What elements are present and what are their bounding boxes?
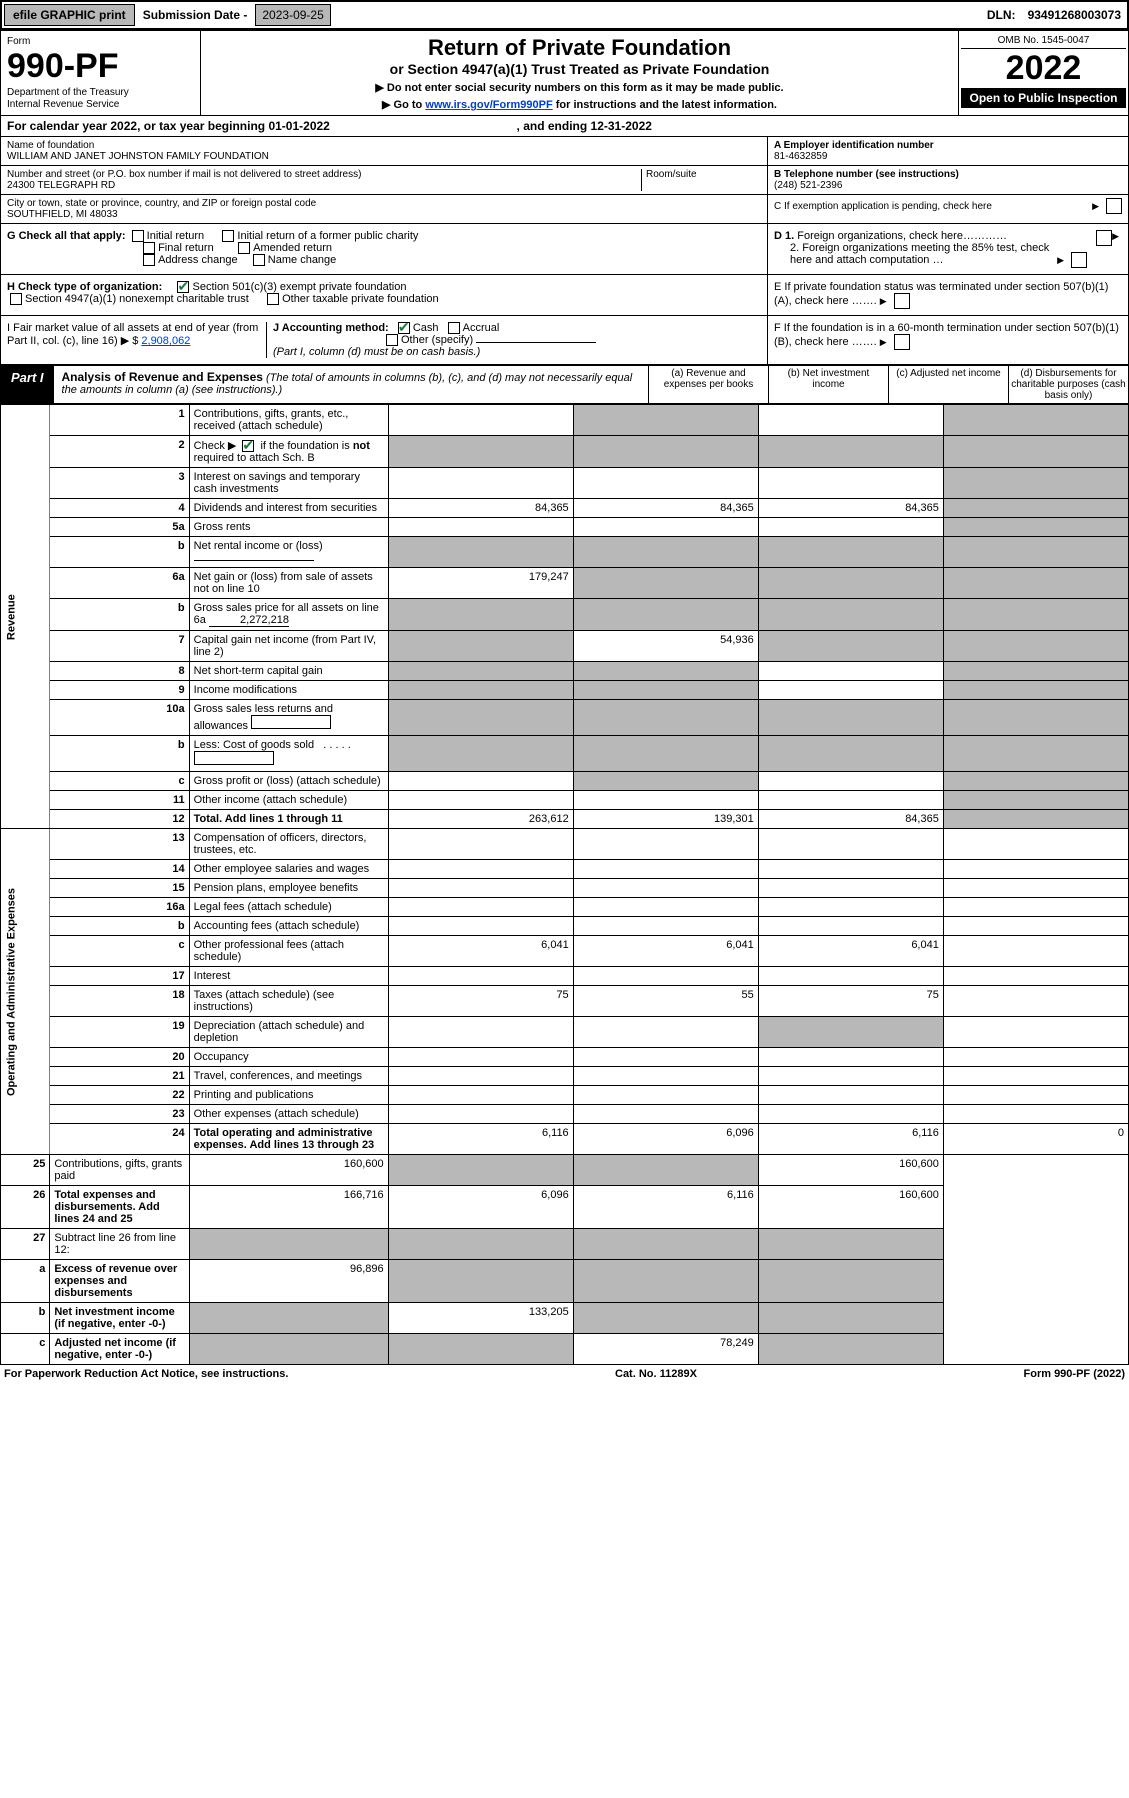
- phone-label: B Telephone number (see instructions): [774, 169, 1122, 180]
- address: 24300 TELEGRAPH RD: [7, 180, 641, 191]
- form-footer: Form 990-PF (2022): [1024, 1368, 1126, 1380]
- phone-value: (248) 521-2396: [774, 180, 1122, 191]
- dln-label: DLN:: [981, 5, 1022, 25]
- inst2-pre: ▶ Go to: [382, 99, 425, 111]
- opex-side-label: Operating and Administrative Expenses: [1, 829, 50, 1155]
- top-bar: efile GRAPHIC print Submission Date - 20…: [0, 0, 1129, 30]
- checkbox-d2[interactable]: [1071, 252, 1087, 268]
- checkbox-d1[interactable]: [1096, 230, 1112, 246]
- form-header: Form 990-PF Department of the Treasury I…: [0, 30, 1129, 115]
- checkbox-address-change[interactable]: [143, 254, 155, 266]
- f-label: F If the foundation is in a 60-month ter…: [774, 322, 1119, 348]
- dept-treasury: Department of the Treasury: [7, 87, 129, 98]
- col-c-header: (c) Adjusted net income: [888, 366, 1008, 403]
- checkbox-initial-former[interactable]: [222, 230, 234, 242]
- checkbox-f[interactable]: [894, 334, 910, 350]
- irs-label: Internal Revenue Service: [7, 99, 119, 110]
- part1-label: Part I: [1, 366, 54, 403]
- form-word: Form: [7, 36, 30, 47]
- addr-label: Number and street (or P.O. box number if…: [7, 169, 641, 180]
- col-b-header: (b) Net investment income: [768, 366, 888, 403]
- form-title: Return of Private Foundation: [211, 35, 948, 61]
- ein-label: A Employer identification number: [774, 140, 1122, 151]
- page-footer: For Paperwork Reduction Act Notice, see …: [0, 1365, 1129, 1383]
- part1-header: Part I Analysis of Revenue and Expenses …: [0, 365, 1129, 404]
- j-label: J Accounting method:: [273, 322, 389, 334]
- checkbox-sch-b[interactable]: [242, 440, 254, 452]
- submission-label: Submission Date -: [137, 5, 254, 25]
- paperwork-notice: For Paperwork Reduction Act Notice, see …: [4, 1368, 288, 1380]
- tax-year: 2022: [961, 49, 1126, 88]
- inspection-badge: Open to Public Inspection: [961, 88, 1126, 108]
- form-number: 990-PF: [7, 47, 119, 85]
- checkbox-cash[interactable]: [398, 322, 410, 334]
- omb-number: OMB No. 1545-0047: [961, 33, 1126, 49]
- fmv-value: 2,908,062: [141, 335, 190, 347]
- part1-table: Revenue 1Contributions, gifts, grants, e…: [0, 404, 1129, 1365]
- checkbox-other-taxable[interactable]: [267, 293, 279, 305]
- checkbox-accrual[interactable]: [448, 322, 460, 334]
- inst2-post: for instructions and the latest informat…: [556, 99, 777, 111]
- checkbox-c[interactable]: [1106, 198, 1122, 214]
- form-subtitle: or Section 4947(a)(1) Trust Treated as P…: [211, 61, 948, 77]
- city-label: City or town, state or province, country…: [7, 198, 761, 209]
- section-c-label: C If exemption application is pending, c…: [774, 201, 992, 212]
- revenue-side-label: Revenue: [1, 405, 50, 829]
- calendar-year-bar: For calendar year 2022, or tax year begi…: [0, 115, 1129, 137]
- g-label: G Check all that apply:: [7, 230, 126, 242]
- checkbox-4947[interactable]: [10, 293, 22, 305]
- h-label: H Check type of organization:: [7, 281, 162, 293]
- checkbox-e[interactable]: [894, 293, 910, 309]
- entity-info: Name of foundation WILLIAM AND JANET JOH…: [0, 137, 1129, 224]
- checkbox-other-method[interactable]: [386, 334, 398, 346]
- e-label: E If private foundation status was termi…: [774, 281, 1108, 307]
- i-label: I Fair market value of all assets at end…: [7, 322, 258, 347]
- j-note: (Part I, column (d) must be on cash basi…: [273, 346, 480, 358]
- ein-value: 81-4632859: [774, 151, 1122, 162]
- city-state-zip: SOUTHFIELD, MI 48033: [7, 209, 761, 220]
- dln-value: 93491268003073: [1022, 5, 1127, 25]
- foundation-name: WILLIAM AND JANET JOHNSTON FAMILY FOUNDA…: [7, 151, 761, 162]
- checkbox-name-change[interactable]: [253, 254, 265, 266]
- d2-label: 2. Foreign organizations meeting the 85%…: [774, 242, 1054, 266]
- col-a-header: (a) Revenue and expenses per books: [648, 366, 768, 403]
- col-d-header: (d) Disbursements for charitable purpose…: [1008, 366, 1128, 403]
- part1-title: Analysis of Revenue and Expenses: [62, 370, 263, 384]
- form-instruction-1: ▶ Do not enter social security numbers o…: [211, 81, 948, 94]
- room-label: Room/suite: [646, 169, 761, 180]
- cat-number: Cat. No. 11289X: [615, 1368, 697, 1380]
- name-label: Name of foundation: [7, 140, 761, 151]
- d1-label: Foreign organizations, check here…………: [797, 230, 1007, 242]
- checkbox-amended[interactable]: [238, 242, 250, 254]
- efile-print-button[interactable]: efile GRAPHIC print: [4, 4, 135, 26]
- checkbox-final-return[interactable]: [143, 242, 155, 254]
- checkbox-501c3[interactable]: [177, 281, 189, 293]
- checkbox-initial-return[interactable]: [132, 230, 144, 242]
- irs-link[interactable]: www.irs.gov/Form990PF: [425, 99, 552, 111]
- submission-date: 2023-09-25: [255, 4, 330, 26]
